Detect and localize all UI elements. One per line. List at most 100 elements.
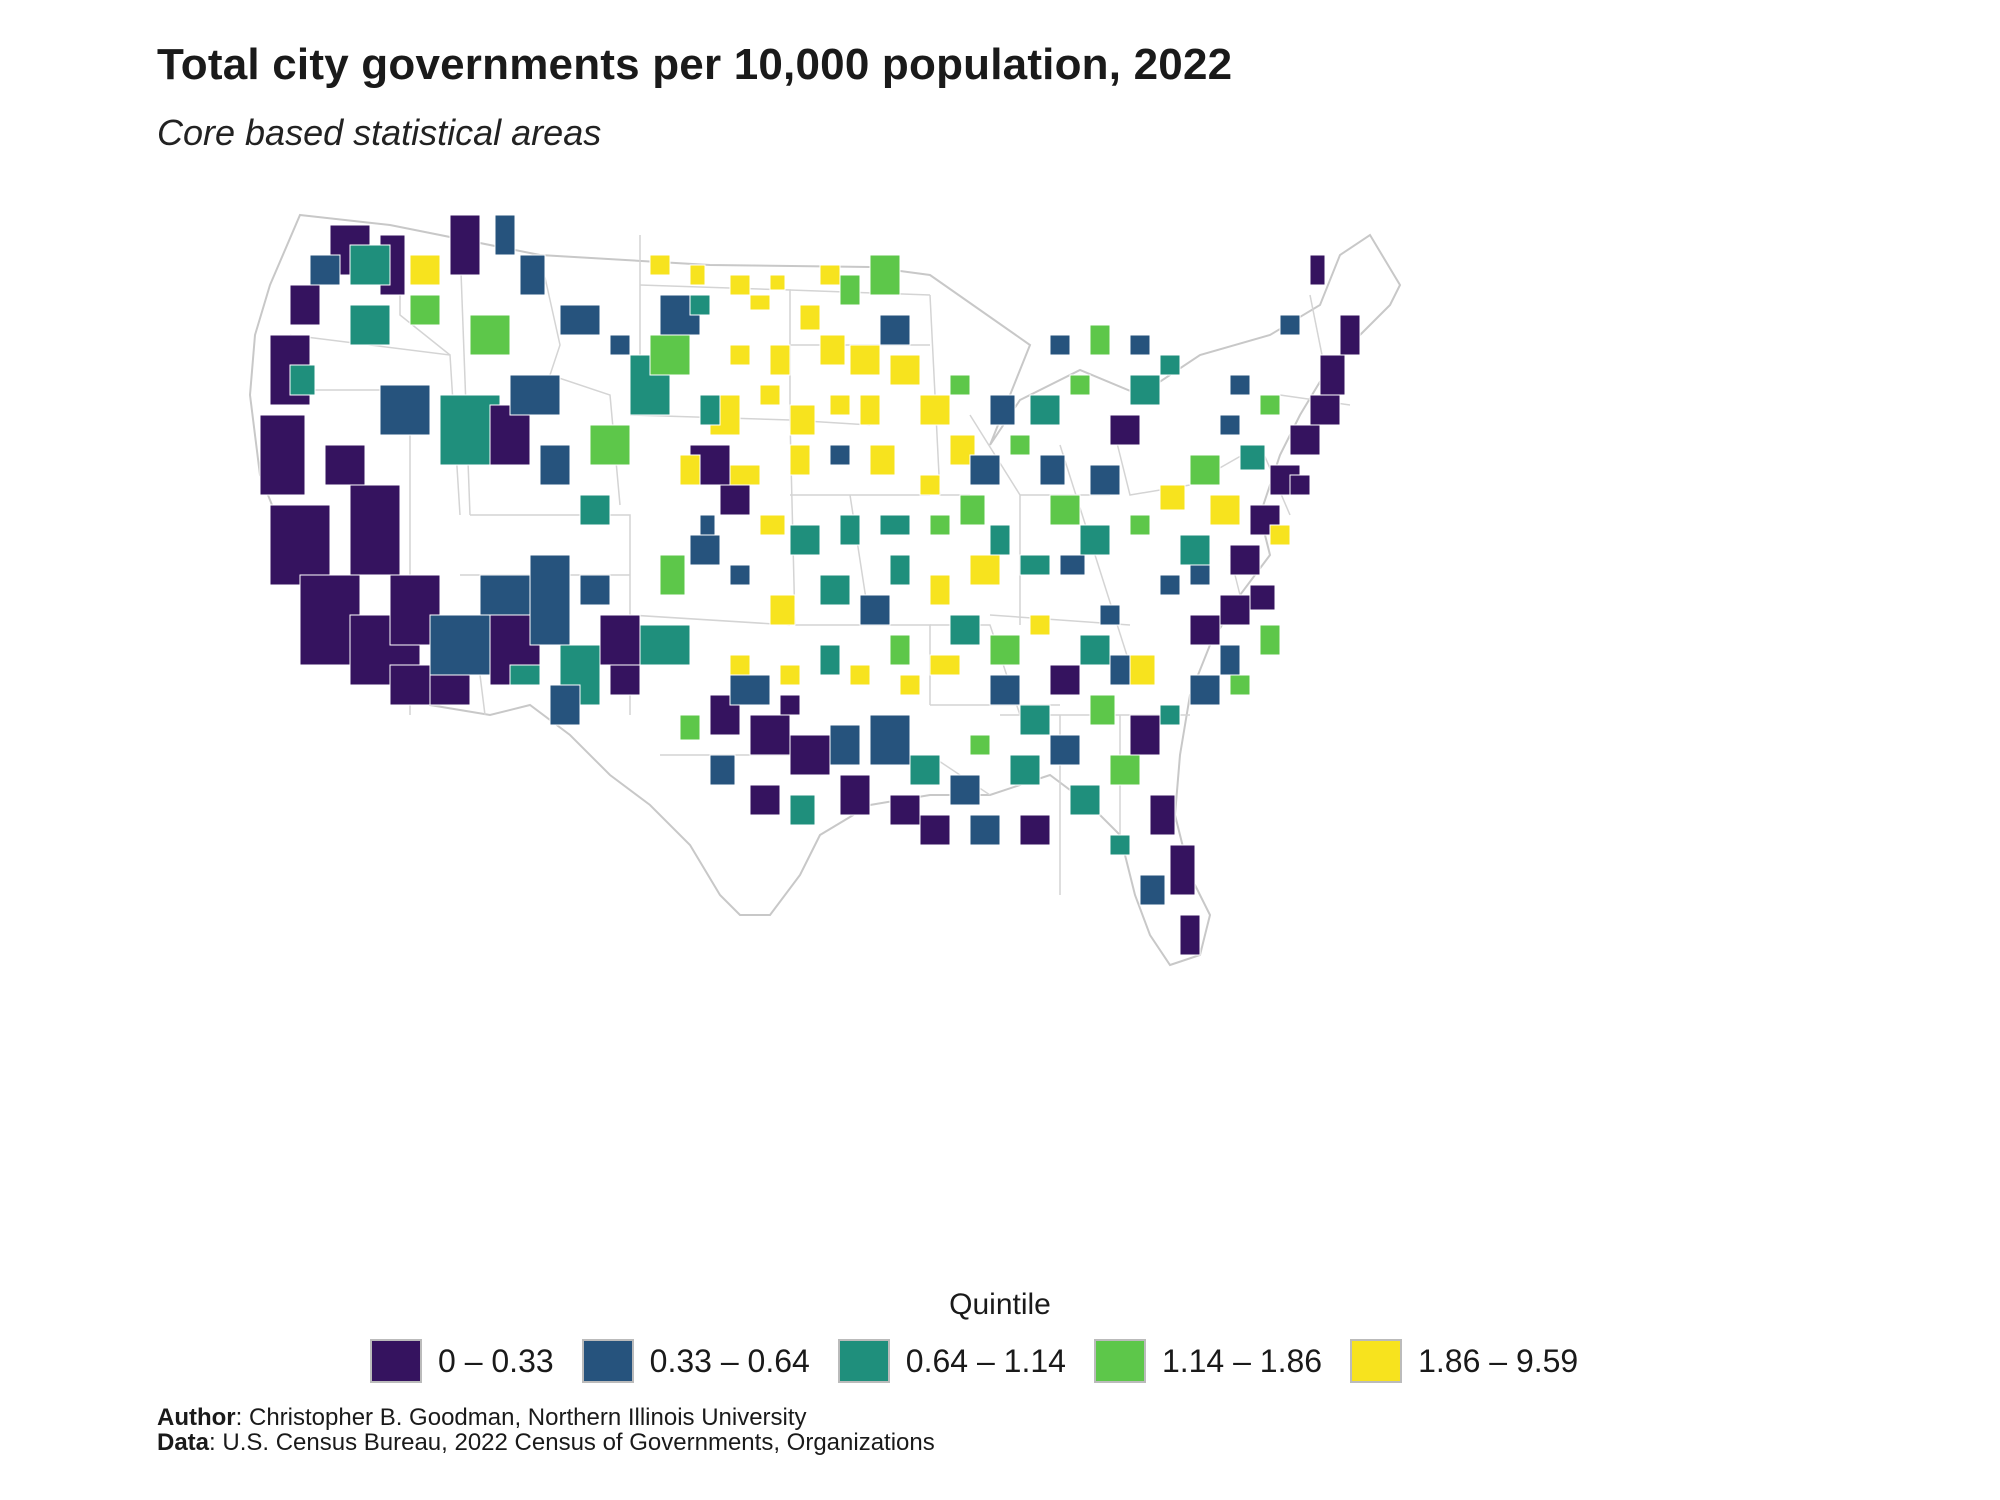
data-credit: Data: U.S. Census Bureau, 2022 Census of… <box>157 1430 935 1456</box>
cbsa-region <box>1259 624 1281 656</box>
cbsa-region <box>869 444 896 476</box>
cbsa-region <box>729 564 751 586</box>
cbsa-region <box>679 454 701 486</box>
cbsa-region <box>1079 524 1111 556</box>
cbsa-region <box>1179 914 1201 956</box>
cbsa-region <box>699 394 721 426</box>
cbsa-region <box>729 674 771 706</box>
cbsa-region <box>1309 394 1341 426</box>
cbsa-region <box>689 534 721 566</box>
cbsa-region <box>1339 314 1361 356</box>
author-label: Author <box>157 1404 236 1431</box>
cbsa-region <box>729 274 751 296</box>
cbsa-region <box>609 334 631 356</box>
cbsa-region <box>869 254 901 296</box>
legend-item-4: 1.14 – 1.86 <box>1093 1339 1322 1383</box>
cbsa-region <box>879 314 911 346</box>
cbsa-region <box>779 664 801 686</box>
cbsa-region <box>819 334 846 366</box>
cbsa-region <box>1259 394 1281 416</box>
cbsa-region <box>929 654 961 676</box>
legend-item-5: 1.86 – 9.59 <box>1350 1339 1578 1383</box>
cbsa-region <box>409 254 441 286</box>
cbsa-region <box>1169 844 1196 896</box>
cbsa-region <box>659 554 686 596</box>
cbsa-region <box>989 524 1011 556</box>
cbsa-region <box>599 614 641 666</box>
cbsa-region <box>969 554 1001 586</box>
legend-label-3: 0.64 – 1.14 <box>905 1342 1066 1379</box>
cbsa-region <box>829 444 851 466</box>
cbsa-region <box>1229 374 1251 396</box>
cbsa-region <box>1209 494 1241 526</box>
cbsa-region <box>1129 374 1161 406</box>
author-text: : Christopher B. Goodman, Northern Illin… <box>235 1404 807 1431</box>
cbsa-region <box>969 454 1001 486</box>
cbsa-region <box>729 654 751 676</box>
cbsa-region <box>1009 754 1041 786</box>
cbsa-region <box>969 814 1001 846</box>
cbsa-region <box>349 304 391 346</box>
cbsa-region <box>829 394 851 416</box>
cbsa-region <box>1179 534 1211 566</box>
cbsa-region <box>409 294 441 326</box>
legend-swatch-2 <box>581 1339 634 1383</box>
cbsa-region <box>1289 424 1321 456</box>
cbsa-region <box>859 394 881 426</box>
cbsa-region <box>1059 554 1086 576</box>
legend: 0 – 0.33 0.33 – 0.64 0.64 – 1.14 1.14 – 1.8… <box>370 1335 1578 1387</box>
cbsa-region <box>749 714 791 756</box>
cbsa-region <box>1239 444 1266 471</box>
cbsa-region <box>689 294 711 316</box>
map-canvas <box>248 213 1402 967</box>
cbsa-region <box>1109 834 1131 856</box>
legend-swatch-5 <box>1350 1339 1403 1383</box>
cbsa-region <box>579 494 611 526</box>
chart-title: Total city governments per 10,000 popula… <box>157 40 1233 89</box>
cbsa-region <box>1189 454 1221 486</box>
chart-subtitle: Core based statistical areas <box>157 112 602 153</box>
cbsa-region <box>1079 634 1111 666</box>
cbsa-region <box>324 444 366 486</box>
cbsa-region <box>759 514 786 536</box>
cbsa-region <box>769 274 786 291</box>
data-label: Data <box>157 1429 210 1456</box>
cbsa-region <box>1159 354 1181 376</box>
cbsa-region <box>859 594 891 626</box>
cbsa-region <box>1069 374 1091 396</box>
cbsa-region <box>449 214 481 276</box>
cbsa-region <box>289 284 321 326</box>
cbsa-region <box>1129 714 1161 756</box>
cbsa-region <box>1049 664 1081 696</box>
cbsa-region <box>1149 794 1176 836</box>
cbsa-region <box>1019 814 1051 846</box>
legend-label-2: 0.33 – 0.64 <box>649 1342 810 1379</box>
cbsa-region <box>609 664 641 696</box>
cbsa-region <box>719 484 751 516</box>
cbsa-region <box>849 664 871 686</box>
author-credit: Author: Christopher B. Goodman, Northern… <box>157 1405 807 1431</box>
cbsa-region <box>1159 484 1186 511</box>
cbsa-region <box>1129 654 1156 686</box>
legend-label-1: 0 – 0.33 <box>438 1342 554 1379</box>
cbsa-region <box>839 774 871 816</box>
cbsa-region <box>969 734 991 756</box>
legend-swatch-4 <box>1093 1339 1146 1383</box>
cbsa-region <box>679 714 701 741</box>
cbsa-region <box>289 364 316 396</box>
cbsa-region <box>789 734 831 776</box>
cbsa-region <box>1189 614 1221 646</box>
legend-swatch-1 <box>370 1339 422 1383</box>
cbsa-region <box>494 214 516 256</box>
cbsa-region <box>269 504 331 586</box>
cbsa-region <box>1089 324 1111 356</box>
cbsa-region <box>1279 314 1301 336</box>
cbsa-region <box>1039 454 1066 486</box>
cbsa-regions <box>259 214 1361 956</box>
data-text: : U.S. Census Bureau, 2022 Census of Gov… <box>209 1429 935 1456</box>
cbsa-region <box>1019 554 1051 576</box>
cbsa-region <box>1309 254 1326 286</box>
cbsa-region <box>709 754 736 786</box>
legend-item-1: 0 – 0.33 <box>370 1339 554 1383</box>
cbsa-region <box>1219 414 1241 436</box>
